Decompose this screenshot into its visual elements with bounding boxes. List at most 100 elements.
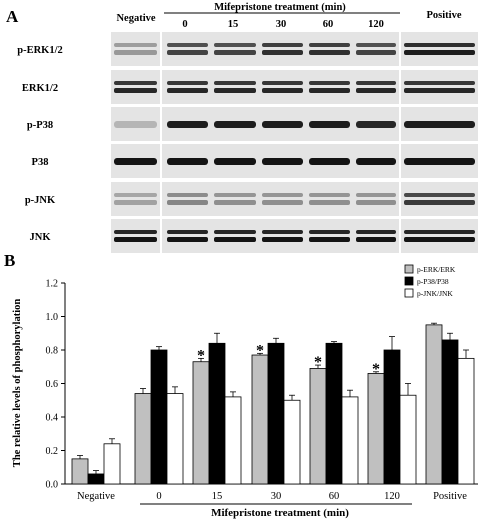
bar [71,458,89,485]
category-label: 120 [384,491,400,502]
bar [208,342,226,485]
blot-band [214,193,256,197]
blot-membrane [162,182,399,216]
blot-band [214,237,256,242]
blot-band [309,50,350,55]
blot-row: p-P38 [27,107,478,141]
blot-row: p-ERK1/2 [17,32,478,66]
blot-membrane [111,32,160,66]
blot-band [214,88,256,93]
time-label: 60 [323,19,334,30]
blot-band [262,121,303,128]
blot-band [404,121,475,128]
legend: p-ERK/ERK p-P38/P38 p-JNK/JNK [404,264,456,298]
legend-entry: p-ERK/ERK [417,265,456,274]
blot-membrane [401,182,478,216]
bar [325,342,343,485]
blot-band [356,230,396,234]
bar [134,393,152,485]
bar [309,368,327,485]
blot-band [404,88,475,93]
blot-band [214,230,256,234]
blot-band [404,81,475,85]
blot-band [167,121,208,128]
category-label: Positive [433,491,467,502]
blot-band [167,88,208,93]
blot-band [167,158,208,165]
blot-band [262,230,303,234]
blot-band [356,43,396,47]
blot-rows: p-ERK1/2 ERK1/2 p-P38 P38 p-JNK JNK [17,32,478,253]
category-label: 15 [212,491,223,502]
blot-band [114,237,157,242]
blot-row-label: p-JNK [25,195,56,206]
legend-swatch [404,264,414,274]
blot-band [214,200,256,205]
header-negative: Negative [116,13,155,24]
blot-band [309,193,350,197]
bar [383,349,401,485]
time-label: 120 [368,19,384,30]
blot-band [309,88,350,93]
blot-band [167,43,208,47]
blot-band [356,121,396,128]
blot-band [167,200,208,205]
y-tick-label: 0.2 [46,446,59,457]
bar-chart: 0.0 0.2 0.4 0.6 0.8 1.0 1.2 * * * * Negative 0 15 30 60… [46,264,478,505]
blot-band [214,158,256,165]
blot-band [356,158,396,165]
blot-band [262,237,303,242]
blot-row-label: JNK [30,232,52,243]
blot-band [404,230,475,234]
blot-row-label: ERK1/2 [22,83,58,94]
bar [457,357,475,485]
blot-membrane [111,70,160,104]
blot-membrane [111,182,160,216]
bar [425,324,443,485]
blot-band [167,237,208,242]
category-label: 30 [271,491,282,502]
blot-membrane [162,70,399,104]
header-treatment: Mifepristone treatment (min) [214,2,346,13]
bar [224,396,242,485]
blot-band [167,50,208,55]
blot-band [404,158,475,165]
blot-band [262,50,303,55]
blot-band [214,121,256,128]
y-tick-label: 1.0 [46,312,59,323]
bar [283,399,301,485]
blot-band [404,237,475,242]
blot-band [262,81,303,85]
blot-row: P38 [32,144,478,178]
blot-band [114,200,157,205]
blot-band [214,81,256,85]
blot-band [356,193,396,197]
blot-band [114,81,157,85]
blot-band [114,193,157,197]
blot-band [356,88,396,93]
significance-mark: * [197,347,205,364]
blot-band [309,230,350,234]
blot-band [262,43,303,47]
y-tick-label: 0.0 [46,480,59,491]
blot-membrane [111,219,160,253]
significance-mark: * [314,354,322,371]
category-label: 0 [156,491,161,502]
blot-row-label: p-P38 [27,120,53,131]
blot-band [262,193,303,197]
bar [192,361,210,485]
legend-swatch [404,288,414,298]
bar [166,393,184,485]
bar [441,339,459,485]
blot-band [404,50,475,55]
blot-band [309,200,350,205]
legend-swatch [404,276,414,286]
blot-band [404,193,475,197]
blot-band [114,50,157,55]
bar [399,394,417,485]
blot-band [214,43,256,47]
blot-band [356,81,396,85]
time-label: 0 [182,19,187,30]
y-tick-label: 0.4 [46,413,59,424]
